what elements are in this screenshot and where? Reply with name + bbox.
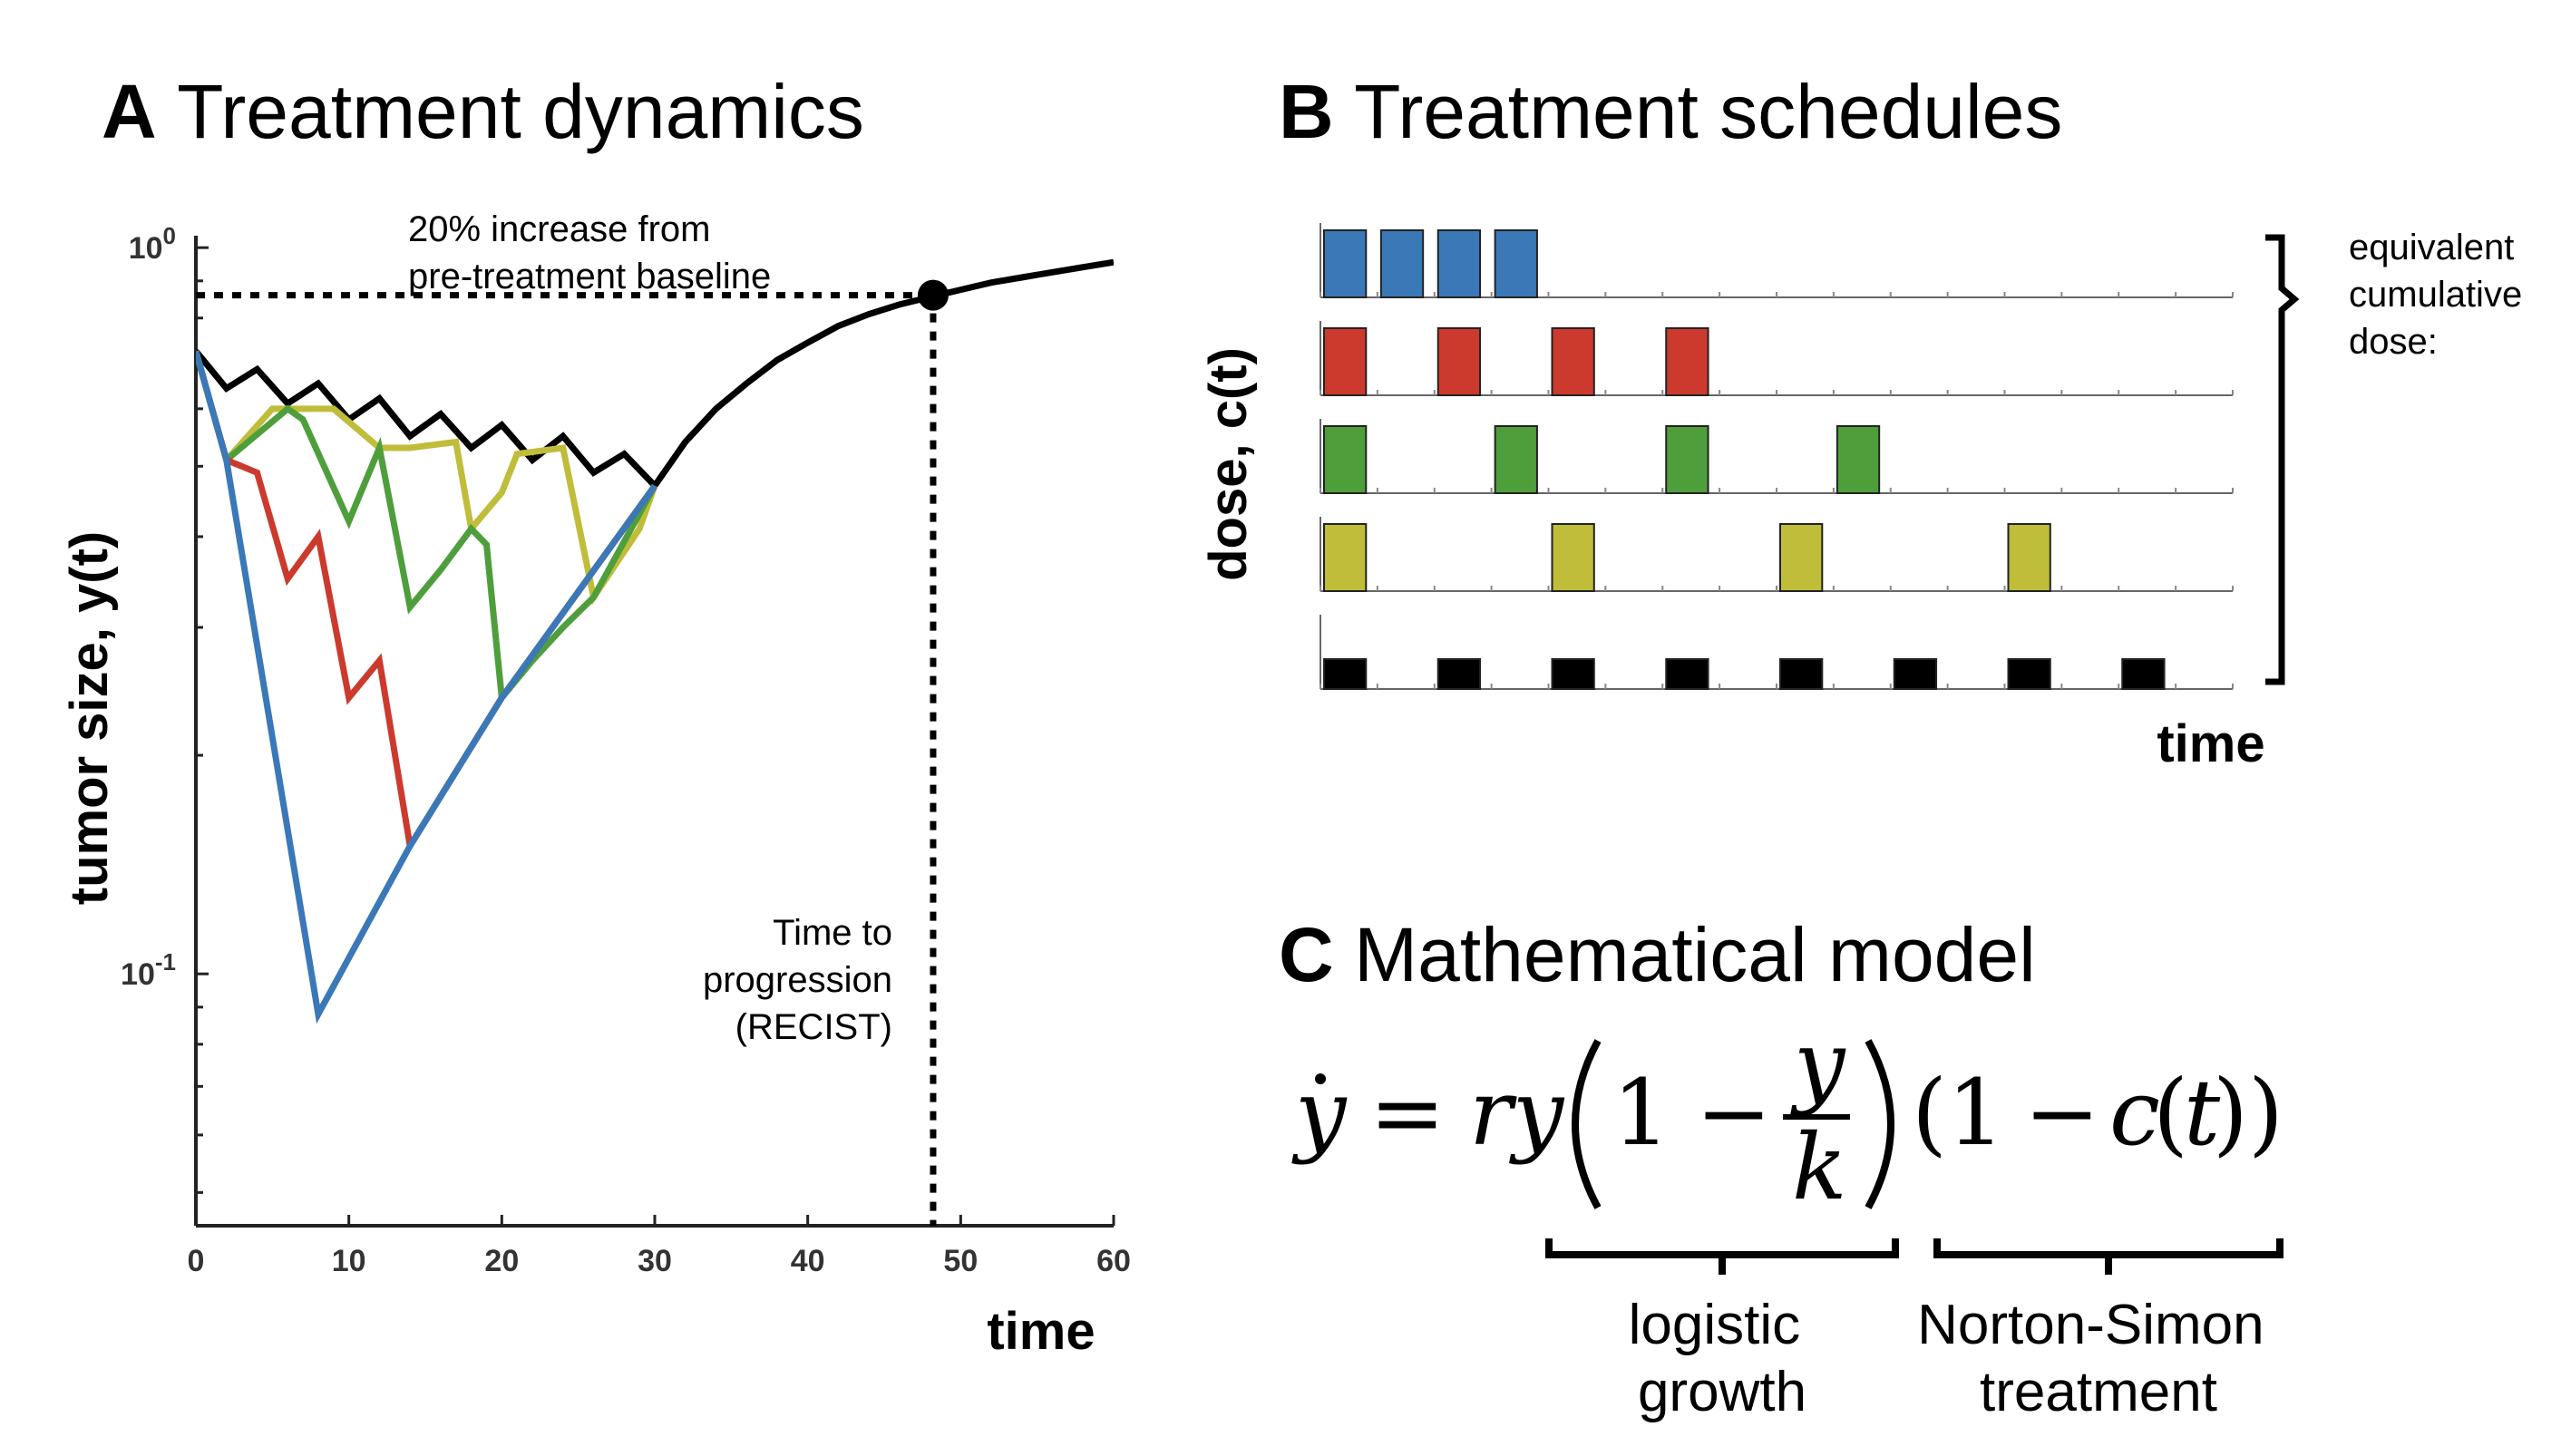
dose-pulse [2007, 658, 2051, 690]
panel-b-title: Treatment schedules [1354, 69, 2062, 154]
svg-text:−: − [2024, 1060, 2100, 1166]
svg-text:=: = [1369, 1060, 1446, 1166]
logistic-growth-label: logistic growth [1629, 1294, 1816, 1423]
dose-pulse [1323, 425, 1368, 494]
model-equation: y = ry 1 − y k (1 − c ( t )) [1291, 1011, 2283, 1220]
svg-text:(: ( [2153, 1060, 2188, 1166]
threshold-label: 20% increase from pre-treatment baseline [408, 209, 771, 296]
dose-pulse [1665, 658, 1709, 690]
dose-pulse [1323, 229, 1368, 298]
dose-pulse [1494, 425, 1538, 494]
svg-text:(1: (1 [1912, 1060, 2005, 1166]
dose-pulse [2121, 658, 2166, 690]
progression-marker [917, 279, 949, 311]
panel-b-bracket-note: equivalent cumulative dose: [2349, 228, 2532, 362]
schedule-row-yellow [1319, 517, 2234, 592]
panel-a-xtick-label: 50 [943, 1244, 978, 1278]
panel-b: B Treatment schedules equivalent cumulat… [1199, 69, 2532, 773]
dose-pulse [1665, 425, 1709, 494]
panel-a-xtick-label: 20 [484, 1244, 519, 1278]
panel-a-marker [917, 279, 949, 311]
svg-text:−: − [1696, 1060, 1772, 1166]
panel-b-bracket [2265, 234, 2300, 685]
panel-a-xlabel: time [987, 1302, 1095, 1361]
dose-pulse [1436, 229, 1482, 298]
schedule-row-black [1319, 615, 2234, 690]
svg-text:t: t [2184, 1060, 2221, 1166]
panel-b-xlabel: time [2157, 714, 2264, 773]
panel-a-ytick-label: 10-1 [121, 948, 176, 992]
svg-text:C Mathematical model: C Mathematical model [1279, 912, 2036, 997]
panel-a-xtick-label: 30 [638, 1244, 672, 1278]
series-blue [196, 350, 657, 1024]
svg-text:y: y [1790, 1011, 1846, 1117]
svg-text:1: 1 [1612, 1060, 1670, 1166]
dose-pulse [1436, 658, 1482, 690]
dose-pulse [1379, 229, 1425, 298]
panel-c: C Mathematical model y = ry 1 − y k (1 −… [1279, 912, 2283, 1423]
dose-pulse [1779, 658, 1824, 690]
panel-a-xtick-label: 60 [1096, 1244, 1131, 1278]
dose-pulse [1665, 327, 1709, 396]
panel-a-ticks: 0 10 20 30 40 50 60 100 10-1 [121, 222, 1131, 1278]
panel-b-schedules [1319, 223, 2234, 690]
panel-b-ylabel: dose, c(t) [1199, 347, 1258, 581]
dose-pulse [1323, 327, 1368, 396]
dose-pulse [1323, 658, 1368, 690]
panel-a-letter: A [102, 69, 157, 154]
panel-a-xtick-label: 10 [332, 1244, 366, 1278]
panel-c-title: Mathematical model [1354, 912, 2036, 997]
dose-pulse [1551, 327, 1595, 396]
dose-pulse [2007, 523, 2051, 592]
progression-label: Time to progression (RECIST) [703, 913, 892, 1047]
svg-text:c: c [2109, 1060, 2160, 1166]
panel-a-ylabel: tumor size, y(t) [60, 531, 119, 906]
schedule-row-red [1319, 321, 2234, 396]
schedule-row-green [1319, 419, 2234, 494]
svg-text:A Treatment dynamics: A Treatment dynamics [102, 69, 864, 154]
schedule-row-blue [1319, 223, 2234, 298]
panel-a-ytick-label: 100 [129, 222, 176, 266]
logistic-brace [1545, 1238, 1899, 1275]
dose-pulse [1494, 229, 1538, 298]
svg-text:k: k [1792, 1114, 1847, 1220]
panel-a-xtick-label: 0 [188, 1244, 205, 1278]
panel-a: A Treatment dynamics 0 10 20 30 40 50 60 100 10-… [60, 69, 1131, 1361]
dose-pulse [1779, 523, 1824, 592]
series-green [196, 350, 658, 706]
dose-pulse [1893, 658, 1938, 690]
panel-a-annotations: 20% increase from pre-treatment baseline T… [196, 209, 937, 1226]
svg-text:)): )) [2213, 1060, 2283, 1166]
dose-pulse [1323, 523, 1368, 592]
svg-text:ry: ry [1469, 1060, 1565, 1166]
dose-pulse [1436, 327, 1482, 396]
panel-a-xtick-label: 40 [791, 1244, 825, 1278]
panel-c-letter: C [1279, 912, 1334, 997]
norton-simon-label: Norton-Simon treatment [1917, 1294, 2280, 1423]
svg-text:B Treatment schedules: B Treatment schedules [1279, 69, 2062, 154]
series-yellow [196, 350, 658, 606]
dose-pulse [1551, 658, 1595, 690]
panel-a-series [196, 258, 1114, 1024]
panel-b-letter: B [1279, 69, 1334, 154]
dose-pulse [1836, 425, 1881, 494]
panel-a-title: Treatment dynamics [177, 69, 864, 154]
dose-pulse [1551, 523, 1595, 592]
treatment-brace [1933, 1238, 2283, 1275]
panel-a-axes [194, 236, 1114, 1228]
